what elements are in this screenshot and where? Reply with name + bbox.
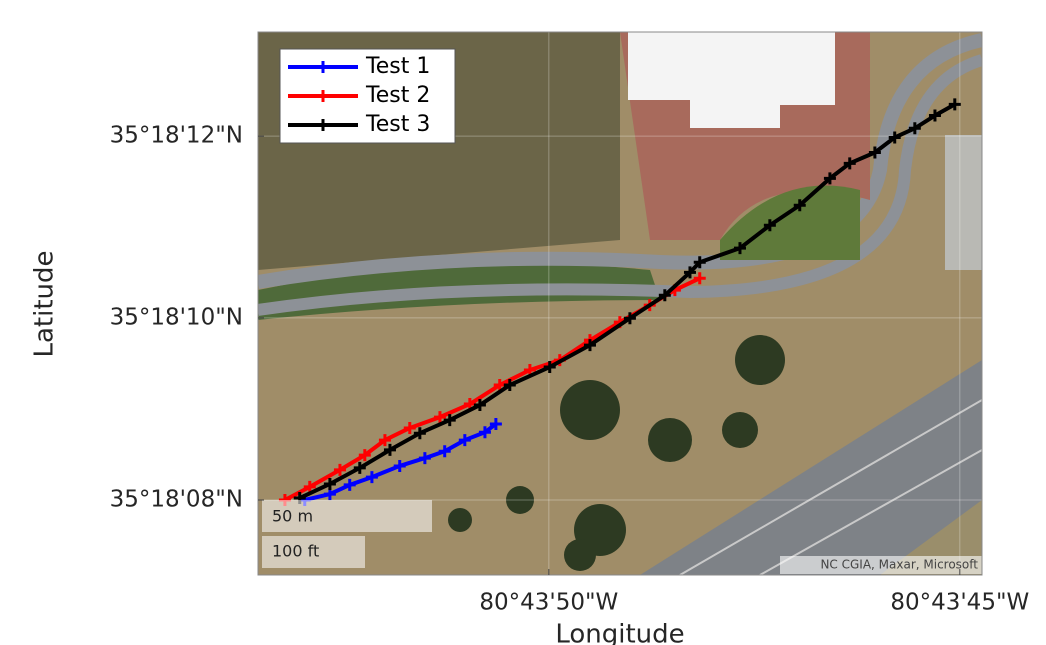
track-marker (358, 449, 371, 462)
track-marker (908, 122, 921, 135)
track-marker (323, 488, 336, 501)
track-marker (503, 379, 516, 392)
attribution-box (780, 556, 982, 574)
track-marker (378, 434, 391, 447)
scale-label: 50 m (272, 507, 313, 526)
track-marker (928, 109, 941, 122)
track-marker (418, 452, 431, 465)
track-marker (303, 480, 316, 493)
legend: Test 1 Test 2 Test 3 (279, 48, 456, 144)
track-line (304, 422, 498, 502)
track-marker (543, 361, 556, 374)
grid (258, 32, 982, 575)
legend-label: Test 3 (365, 112, 430, 137)
track-marker (623, 312, 636, 325)
x-axis-label: Longitude (555, 620, 684, 645)
track-marker (868, 146, 881, 159)
track-marker (393, 459, 406, 472)
track-marker (793, 199, 806, 212)
track-marker (443, 414, 456, 427)
tracks (278, 98, 961, 507)
y-tick-label: 35°18'10"N (110, 304, 243, 330)
legend-label: Test 2 (365, 83, 430, 108)
track-marker (458, 434, 471, 447)
scale-box (262, 536, 365, 568)
x-tick-label: 80°43'45"W (890, 590, 1029, 616)
track-marker (333, 463, 346, 476)
track-marker (365, 471, 378, 484)
basemap (258, 32, 982, 575)
scale-label: 100 ft (272, 542, 319, 561)
track-marker (353, 461, 366, 474)
track-marker (323, 477, 336, 490)
scale-bar: 50 m 100 ft (262, 500, 432, 568)
track-marker (843, 157, 856, 170)
x-tick-label: 80°43'50"W (479, 590, 618, 616)
y-axis-label: Latitude (30, 250, 60, 357)
plot-frame (257, 31, 983, 576)
track-marker (343, 478, 356, 491)
track-marker (478, 426, 491, 439)
track-marker (433, 411, 446, 424)
track-marker (489, 418, 502, 431)
y-tick-label: 35°18'12"N (110, 123, 243, 149)
track-marker (583, 339, 596, 352)
scale-box (262, 500, 432, 532)
track-marker (403, 421, 416, 434)
track-marker (733, 242, 746, 255)
attribution: NC CGIA, Maxar, Microsoft (820, 558, 978, 572)
track-marker (693, 272, 706, 285)
track-marker (763, 219, 776, 232)
track-marker (888, 131, 901, 144)
track-marker (683, 266, 696, 279)
track-marker (493, 379, 506, 392)
track-marker (473, 399, 486, 412)
track-marker (413, 427, 426, 440)
track-marker (438, 445, 451, 458)
track-marker (693, 256, 706, 269)
track-marker (383, 443, 396, 456)
track-line (298, 102, 956, 500)
track-marker (658, 289, 671, 302)
track-marker (823, 172, 836, 185)
track-marker (948, 98, 961, 111)
y-tick-label: 35°18'08"N (110, 487, 243, 513)
legend-label: Test 1 (365, 54, 430, 79)
